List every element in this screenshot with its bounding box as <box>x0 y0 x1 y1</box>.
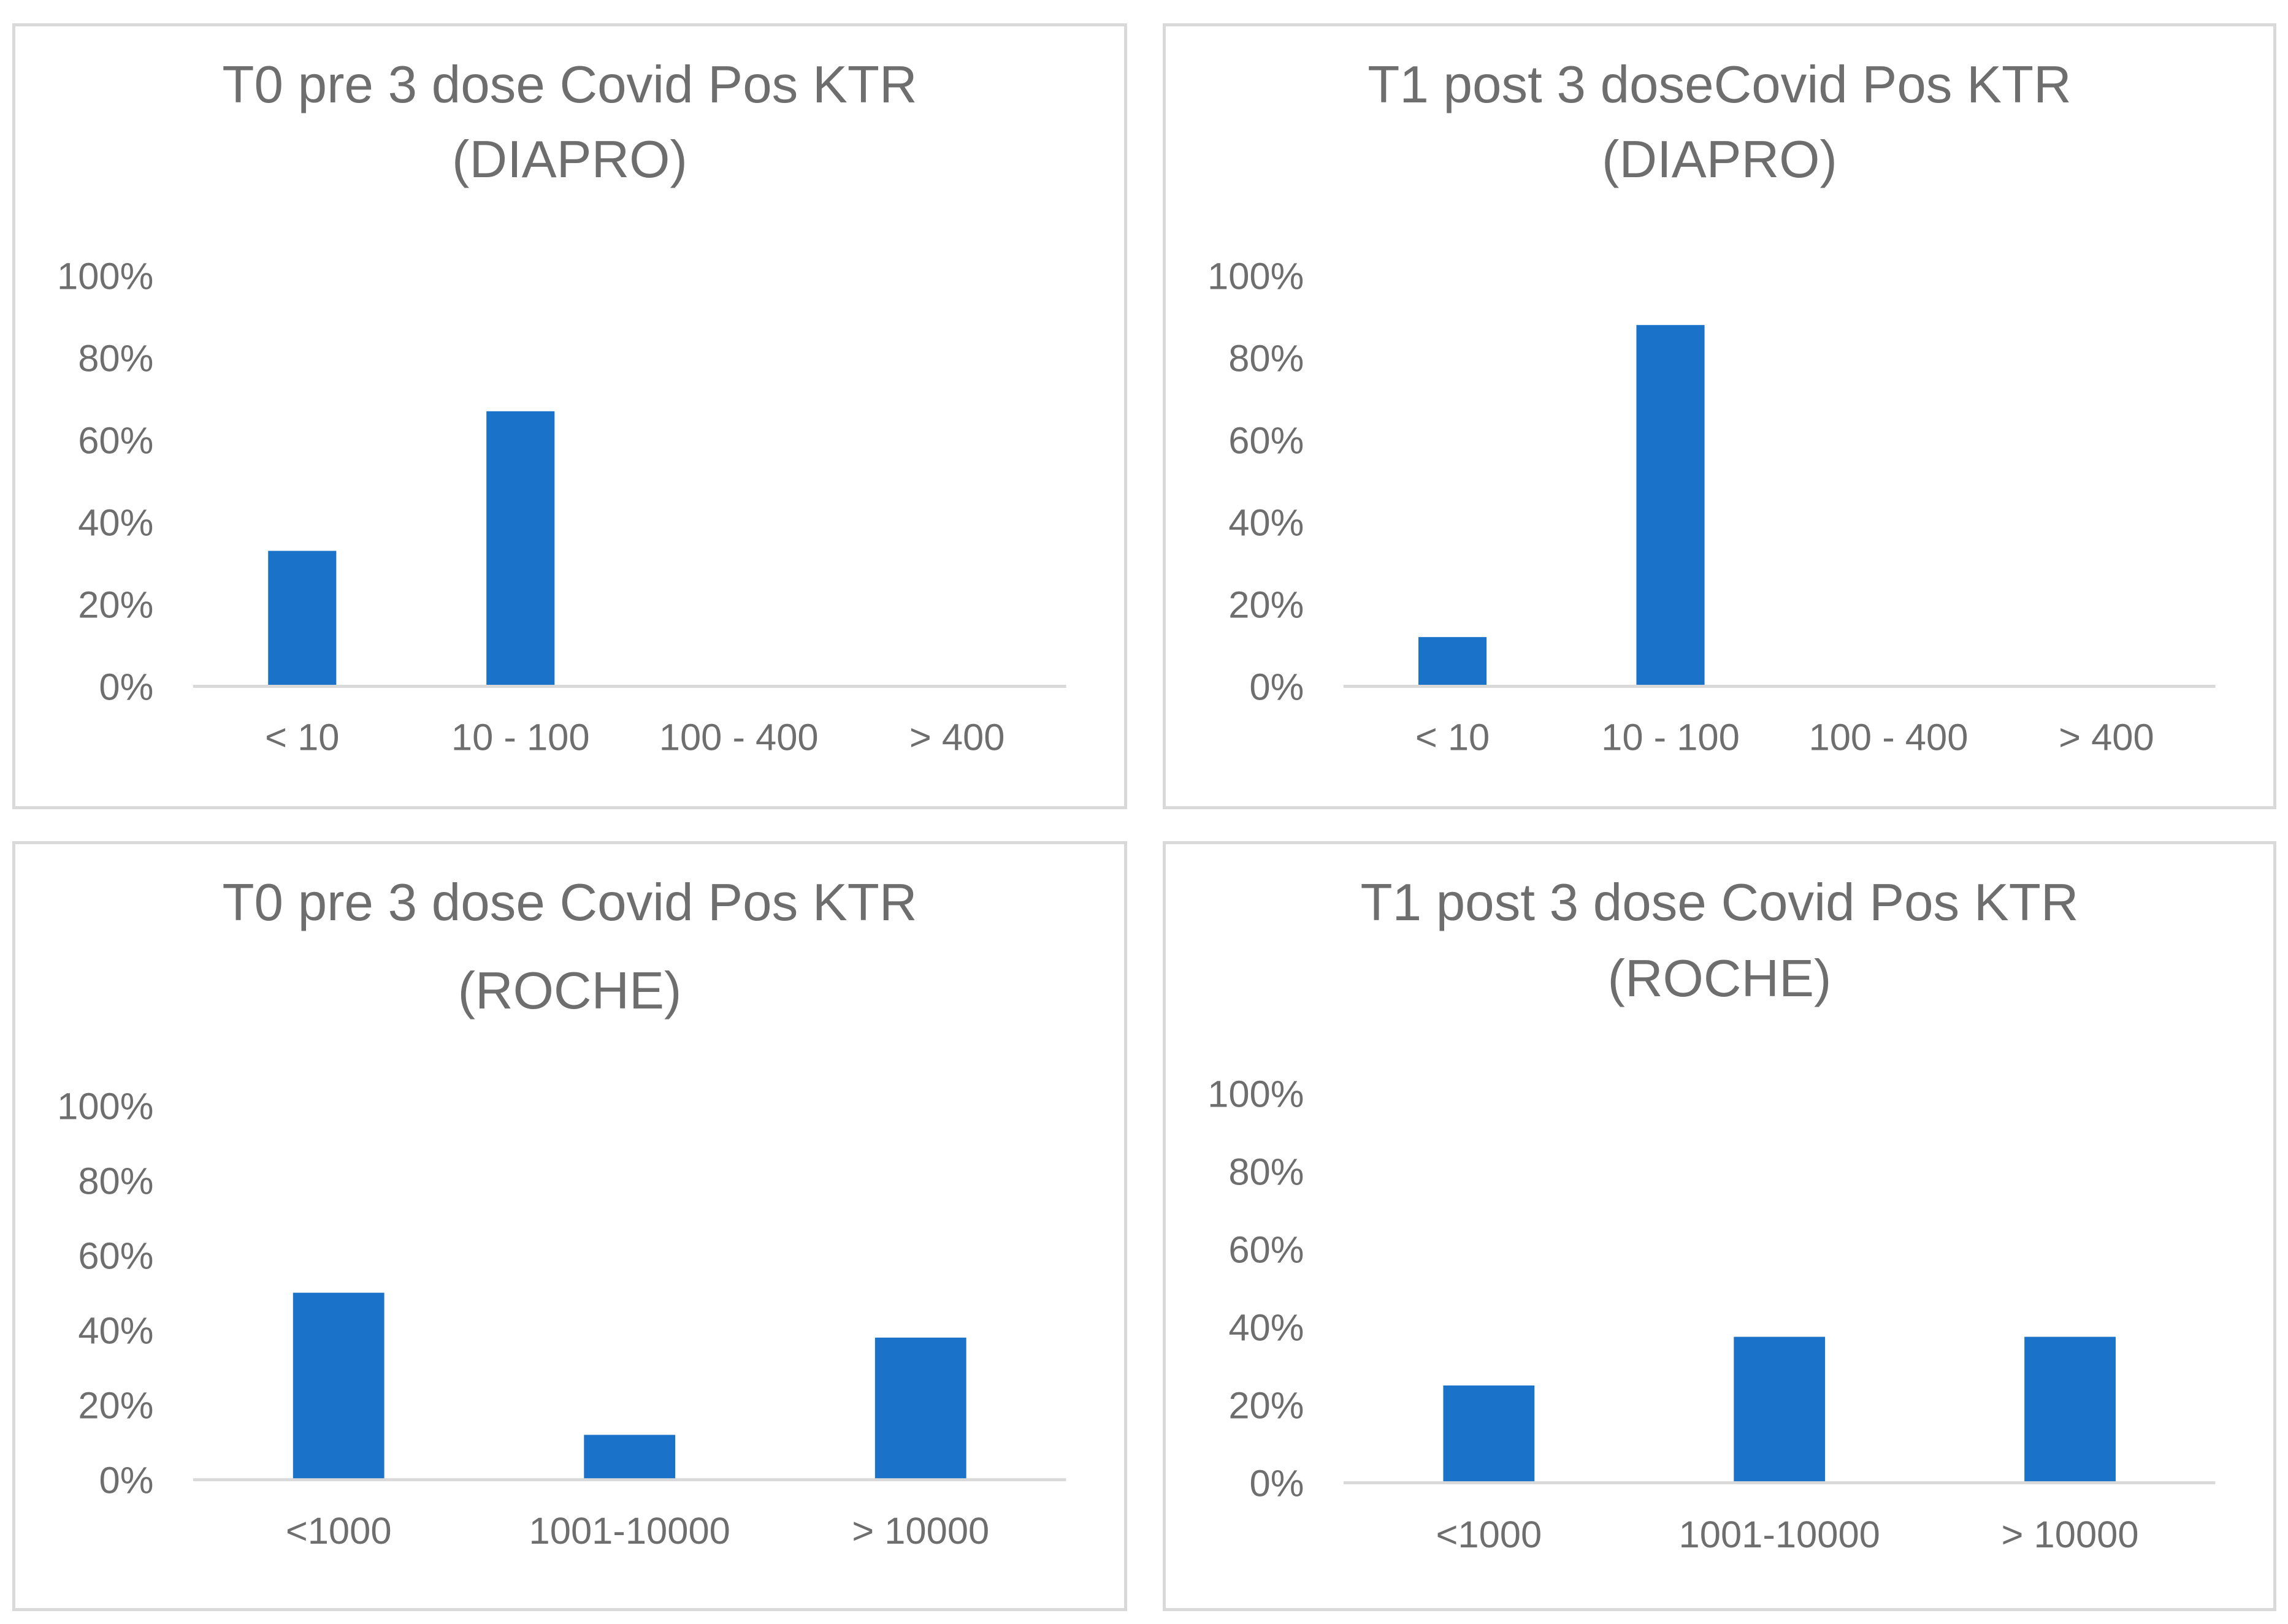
x-category-label: 100 - 400 <box>1809 717 1969 759</box>
y-tick-label: 60% <box>1228 1229 1304 1271</box>
chart-panel-t1-diapro: T1 post 3 doseCovid Pos KTR (DIAPRO) 100% 8… <box>1163 23 2276 809</box>
x-category-label: < 10 <box>265 717 339 759</box>
y-tick-label: 20% <box>78 584 153 626</box>
bar-1 <box>486 411 555 687</box>
y-tick-label: 80% <box>1228 338 1304 380</box>
chart-svg-t0-diapro: T0 pre 3 dose Covid Pos KTR (DIAPRO) 100% 8… <box>57 56 1066 759</box>
x-category-label: 10 - 100 <box>1601 717 1740 759</box>
y-tick-label: 40% <box>78 501 153 544</box>
bar-2 <box>874 1337 966 1480</box>
chart-svg-t1-diapro: T1 post 3 doseCovid Pos KTR (DIAPRO) 100% 8… <box>1207 56 2216 759</box>
y-tick-label: 100% <box>57 1085 153 1127</box>
y-tick-label: 40% <box>1228 1307 1304 1349</box>
x-category-label: <1000 <box>286 1510 392 1552</box>
x-category-label: 100 - 400 <box>659 717 819 759</box>
x-category-label: <1000 <box>1436 1514 1542 1556</box>
chart-panel-t0-diapro: T0 pre 3 dose Covid Pos KTR (DIAPRO) 100% 8… <box>12 23 1127 809</box>
x-category-label: > 400 <box>2059 717 2154 759</box>
y-tick-label: 80% <box>1228 1151 1304 1194</box>
bar-2 <box>2024 1336 2116 1483</box>
y-tick-label: 0% <box>1249 666 1304 708</box>
x-category-label: 1001-10000 <box>529 1510 730 1552</box>
y-tick-label: 40% <box>1228 501 1304 544</box>
chart-svg-t0-roche: T0 pre 3 dose Covid Pos KTR (ROCHE) 100% 80… <box>57 874 1066 1552</box>
y-tick-label: 20% <box>1228 584 1304 626</box>
y-tick-label: 20% <box>78 1384 153 1427</box>
x-category-label: 10 - 100 <box>451 717 590 759</box>
bar-0 <box>293 1292 385 1480</box>
y-tick-label: 100% <box>1207 256 1304 298</box>
chart-title-line-0: T0 pre 3 dose Covid Pos KTR <box>222 874 917 932</box>
y-tick-label: 100% <box>1207 1073 1304 1116</box>
y-tick-label: 0% <box>99 1460 154 1502</box>
x-category-label: > 10000 <box>2002 1514 2139 1556</box>
x-category-label: > 10000 <box>852 1510 989 1552</box>
chart-panel-t0-roche: T0 pre 3 dose Covid Pos KTR (ROCHE) 100% 80… <box>12 841 1127 1611</box>
chart-svg-t1-roche: T1 post 3 dose Covid Pos KTR (ROCHE) 100% 8… <box>1207 874 2216 1556</box>
chart-title-line-1: (DIAPRO) <box>1602 131 1837 189</box>
chart-title-line-0: T1 post 3 doseCovid Pos KTR <box>1368 56 2072 114</box>
y-tick-label: 20% <box>1228 1384 1304 1427</box>
y-tick-label: 0% <box>1250 1462 1304 1504</box>
y-tick-label: 80% <box>78 1160 153 1202</box>
y-tick-label: 60% <box>78 420 153 462</box>
bar-0 <box>268 551 337 687</box>
x-category-label: 1001-10000 <box>1679 1514 1880 1556</box>
y-tick-label: 40% <box>78 1309 153 1352</box>
chart-title-line-1: (DIAPRO) <box>452 131 687 189</box>
y-tick-label: 60% <box>1228 420 1304 462</box>
bar-1 <box>1636 325 1705 687</box>
chart-title-line-1: (ROCHE) <box>458 962 682 1020</box>
y-tick-label: 80% <box>78 338 153 380</box>
bar-1 <box>584 1435 676 1480</box>
y-tick-label: 100% <box>57 256 153 298</box>
chart-title-line-1: (ROCHE) <box>1608 950 1832 1008</box>
bar-0 <box>1418 637 1487 687</box>
bar-0 <box>1443 1385 1535 1483</box>
chart-title-line-0: T0 pre 3 dose Covid Pos KTR <box>222 56 917 114</box>
y-tick-label: 60% <box>78 1235 153 1277</box>
chart-panel-t1-roche: T1 post 3 dose Covid Pos KTR (ROCHE) 100% 8… <box>1163 841 2276 1611</box>
bar-1 <box>1734 1336 1826 1483</box>
x-category-label: > 400 <box>909 717 1005 759</box>
x-category-label: < 10 <box>1415 717 1490 759</box>
chart-title-line-0: T1 post 3 dose Covid Pos KTR <box>1361 874 2079 932</box>
y-tick-label: 0% <box>99 666 153 708</box>
